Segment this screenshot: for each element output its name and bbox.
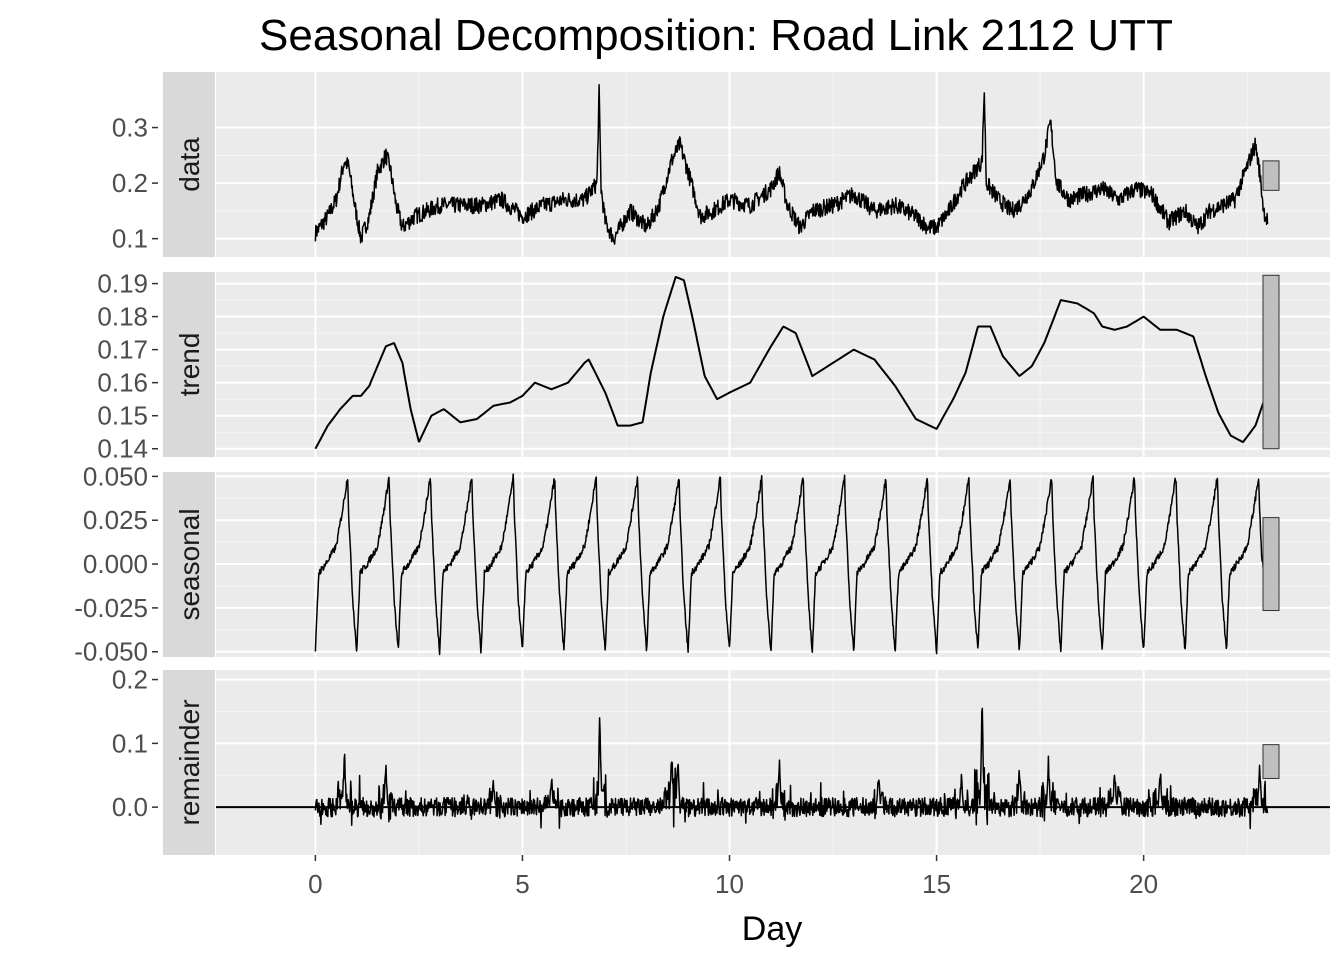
x-tick-label: 0: [308, 869, 322, 899]
y-tick-label-remainder: 0.1: [112, 728, 148, 758]
x-axis-title: Day: [742, 910, 802, 948]
y-tick-label-trend: 0.18: [97, 302, 148, 332]
strip-label-remainder: remainder: [174, 699, 205, 825]
x-tick-label: 10: [715, 869, 744, 899]
strip-trend: [163, 272, 215, 457]
panel-seasonal: seasonal -0.050 -0.025 0.000 0.025 0.050: [74, 461, 1330, 667]
y-tick-label-remainder: 0.0: [112, 792, 148, 822]
x-axis: 0 5 10 15 20: [308, 855, 1158, 899]
series-line-remainder: [314, 707, 1269, 830]
panels: data0.10.20.3trend0.140.150.160.170.180.…: [74, 72, 1330, 855]
strip-seasonal: [163, 472, 215, 657]
strip-label-trend: trend: [174, 333, 205, 397]
y-tick-label-trend: 0.19: [97, 269, 148, 299]
y-tick-label-remainder: 0.2: [112, 665, 148, 695]
scale-bar-trend: [1262, 274, 1280, 450]
y-tick-label-data: 0.1: [112, 224, 148, 254]
scale-bar-remainder: [1262, 744, 1280, 779]
scale-bar-data: [1262, 160, 1280, 191]
strip-data: [163, 72, 215, 257]
y-tick-label-data: 0.2: [112, 168, 148, 198]
series-line-data: [314, 83, 1269, 245]
series-line-seasonal: [314, 473, 1269, 656]
chart-title: Seasonal Decomposition: Road Link 2112 U…: [259, 11, 1173, 60]
panel-remainder: remainder 0.0 0.1 0.2: [112, 665, 1330, 855]
y-tick-label-seasonal: 0.000: [83, 549, 148, 579]
scale-bar-seasonal: [1262, 517, 1280, 612]
y-tick-label-trend: 0.14: [97, 434, 148, 464]
panel-data: data 0.1 0.2 0.3: [112, 72, 1330, 257]
y-tick-label-trend: 0.17: [97, 335, 148, 365]
y-tick-label-seasonal: 0.025: [83, 505, 148, 535]
y-tick-label-trend: 0.16: [97, 368, 148, 398]
x-tick-label: 5: [515, 869, 529, 899]
y-tick-label-trend: 0.15: [97, 401, 148, 431]
y-tick-label-seasonal: -0.025: [74, 593, 148, 623]
y-tick-label-seasonal: 0.050: [83, 461, 148, 491]
strip-label-data: data: [174, 137, 205, 192]
panel-background-remainder: [216, 670, 1330, 855]
y-tick-label-data: 0.3: [112, 113, 148, 143]
series-line-trend: [314, 276, 1269, 450]
x-tick-label: 15: [922, 869, 951, 899]
strip-label-seasonal: seasonal: [174, 508, 205, 620]
x-tick-label: 20: [1129, 869, 1158, 899]
panel-trend: trend 0.140.150.160.170.180.19: [97, 269, 1330, 464]
strip-remainder: [163, 670, 215, 855]
y-tick-label-seasonal: -0.050: [74, 637, 148, 667]
